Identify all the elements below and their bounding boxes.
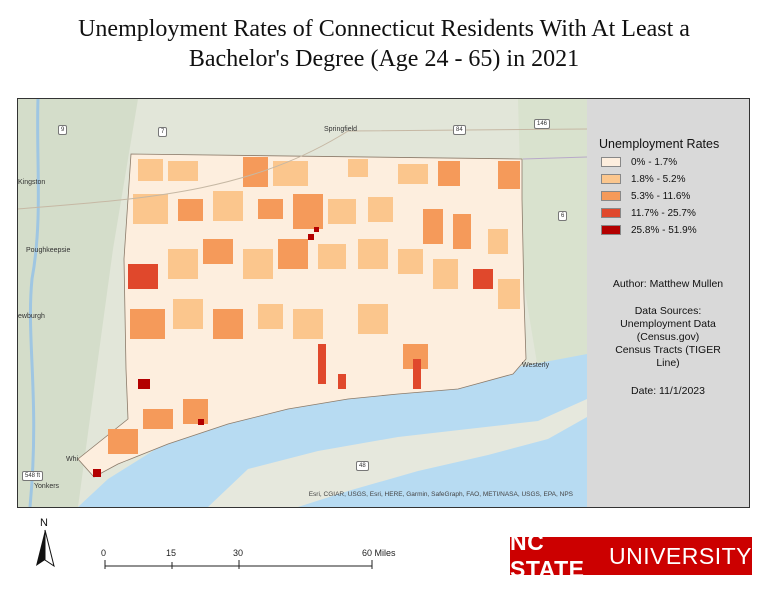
title-line-1: Unemployment Rates of Connecticut Reside… [78, 16, 690, 42]
title-line-2: Bachelor's Degree (Age 24 - 65) in 2021 [188, 46, 580, 72]
road [18, 128, 587, 210]
label-westerly: Westerly [522, 362, 550, 369]
scale-tick-label: 15 [166, 548, 177, 558]
legend-item: 0% - 1.7% [601, 155, 677, 169]
data-sources: Data Sources: Unemployment Data (Census.… [587, 305, 749, 370]
scale-tick-label: 30 [233, 548, 244, 558]
highway-shield-48: 48 [356, 461, 369, 471]
sources-line: Line) [656, 357, 680, 369]
highway-shield-7: 7 [158, 127, 168, 137]
map-attribution: Esri, CGIAR, USGS, Esri, HERE, Garmin, S… [308, 491, 573, 498]
long-island [208, 399, 587, 507]
sources-line: Census Tracts (TIGER [615, 344, 721, 356]
legend-swatch [601, 225, 621, 235]
legend-item: 25.8% - 51.9% [601, 223, 697, 237]
legend-label: 0% - 1.7% [631, 156, 678, 168]
legend-label: 11.7% - 25.7% [631, 207, 696, 219]
label-white-plains: Whi [66, 456, 79, 463]
legend-panel: Unemployment Rates 0% - 1.7% 1.8% - 5.2%… [587, 98, 750, 508]
legend-swatch [601, 191, 621, 201]
scale-tick-label: 60 Miles [362, 548, 396, 558]
label-kingston: Kingston [18, 179, 46, 186]
scale-bar [104, 560, 373, 569]
author-text: Author: Matthew Mullen [612, 278, 724, 290]
legend-swatch [601, 208, 621, 218]
legend-label: 1.8% - 5.2% [631, 173, 686, 185]
map-canvas[interactable] [18, 99, 587, 507]
north-arrow-label: N [40, 517, 48, 529]
map-title: Unemployment Rates of Connecticut Reside… [0, 14, 768, 74]
long-island-sound [78, 354, 587, 507]
north-arrow-icon [36, 529, 55, 568]
legend-item: 5.3% - 11.6% [601, 189, 690, 203]
label-springfield: Springfield [324, 126, 358, 133]
hudson-river [28, 99, 40, 507]
legend-label: 25.8% - 51.9% [631, 224, 697, 236]
sources-line: Data Sources: [634, 305, 702, 317]
logo-rest: UNIVERSITY [608, 542, 752, 569]
date-text: Date: 11/1/2023 [631, 385, 705, 397]
elevation-label: 548 ft [22, 471, 44, 481]
legend-swatch [601, 157, 621, 167]
legend-swatch [601, 174, 621, 184]
label-newburgh: ewburgh [18, 313, 45, 320]
census-tracts [93, 157, 520, 477]
logo-bold: NC STATE [510, 529, 585, 582]
legend-label: 5.3% - 11.6% [631, 190, 691, 202]
highway-shield-6: 6 [558, 211, 568, 221]
scale-tick-label: 0 [101, 548, 107, 558]
highway-shield-9: 9 [58, 125, 68, 135]
map-frame[interactable]: Springfield Kingston Poughkeepsie ewburg… [17, 98, 588, 508]
highway-shield-146: 146 [534, 119, 551, 129]
label-poughkeepsie: Poughkeepsie [26, 247, 71, 254]
sources-line: (Census.gov) [636, 331, 700, 343]
legend-title: Unemployment Rates [599, 137, 720, 151]
label-yonkers: Yonkers [34, 483, 60, 490]
basemap-terrain-east [518, 99, 587, 369]
highway-shield-84: 84 [453, 125, 466, 135]
legend-item: 11.7% - 25.7% [601, 206, 696, 220]
legend-item: 1.8% - 5.2% [601, 172, 685, 186]
state-boundary [522, 156, 587, 160]
ncsu-logo: NC STATE UNIVERSITY [510, 529, 752, 582]
sources-line: Unemployment Data [620, 318, 716, 330]
